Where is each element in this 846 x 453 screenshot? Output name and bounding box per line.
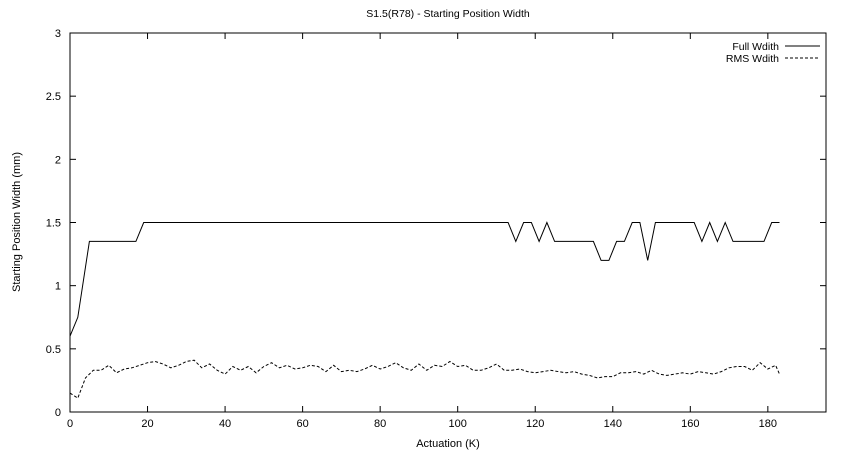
x-tick-label: 0 bbox=[67, 418, 73, 430]
y-tick-label: 2 bbox=[55, 154, 61, 166]
y-tick-label: 0.5 bbox=[46, 344, 61, 356]
y-axis-label: Starting Position Width (mm) bbox=[11, 152, 23, 292]
x-tick-label: 160 bbox=[681, 418, 699, 430]
y-tick-label: 2.5 bbox=[46, 91, 61, 103]
chart-title: S1.5(R78) - Starting Position Width bbox=[366, 8, 530, 20]
y-tick-label: 1.5 bbox=[46, 218, 61, 230]
x-tick-label: 40 bbox=[219, 418, 231, 430]
plot-area: 0 20 40 60 80 100 120 140 160 180 0 0.5 1 1.5 2 2.5 3 bbox=[46, 28, 827, 430]
y-tick-label: 1 bbox=[55, 281, 61, 293]
x-axis-label: Actuation (K) bbox=[416, 438, 480, 450]
x-tick-label: 80 bbox=[374, 418, 386, 430]
x-tick-label: 60 bbox=[296, 418, 308, 430]
x-tick-label: 100 bbox=[449, 418, 467, 430]
series-line-full-width bbox=[69, 221, 780, 337]
x-tick-label: 180 bbox=[759, 418, 777, 430]
x-tick-label: 120 bbox=[526, 418, 544, 430]
y-tick-label: 3 bbox=[55, 28, 61, 40]
x-tick-label: 140 bbox=[604, 418, 622, 430]
series-line-rms-width bbox=[69, 359, 780, 399]
legend-label: Full Wdith bbox=[732, 41, 779, 53]
y-tick-label: 0 bbox=[55, 407, 61, 419]
x-tick-label: 20 bbox=[141, 418, 153, 430]
legend-label: RMS Wdith bbox=[726, 53, 779, 65]
